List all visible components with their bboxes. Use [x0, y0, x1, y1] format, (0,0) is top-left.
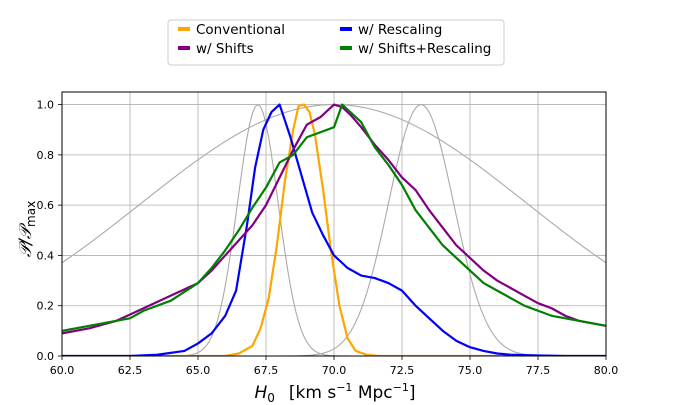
x-tick-label: 62.5 [118, 364, 143, 377]
x-axis-label: H0 [km s−1 Mpc−1] [254, 381, 415, 405]
x-tick-label: 75.0 [458, 364, 483, 377]
y-tick-label: 0.2 [37, 300, 55, 313]
x-tick-label: 60.0 [50, 364, 75, 377]
legend-swatch [340, 46, 352, 50]
legend-label: w/ Rescaling [358, 22, 442, 38]
x-tick-label: 77.5 [526, 364, 551, 377]
x-axis-label-units-mid: Mpc [352, 383, 392, 403]
x-tick-label: 65.0 [186, 364, 211, 377]
y-axis-ticks: 0.0 0.2 0.4 0.6 0.8 1.0 [37, 99, 62, 363]
x-axis-label-subscript: 0 [267, 391, 275, 405]
series-line-w-shifts-rescaling [62, 103, 606, 332]
y-tick-label: 0.0 [37, 350, 55, 363]
legend-label: w/ Shifts [196, 41, 254, 57]
x-axis-label-units-close: ] [409, 383, 416, 403]
x-tick-label: 70.0 [322, 364, 347, 377]
y-axis-label-main: 𝒫/𝒫 [16, 222, 36, 257]
legend-swatch [178, 46, 190, 50]
legend-item-w-rescaling: w/ Rescaling [340, 22, 442, 38]
x-axis-label-symbol: H [254, 383, 267, 403]
legend-item-w-shifts-rescaling: w/ Shifts+Rescaling [340, 41, 491, 57]
y-tick-label: 0.4 [37, 249, 55, 262]
x-tick-label: 80.0 [594, 364, 619, 377]
series-layer [62, 103, 606, 356]
series-line-conventional [62, 103, 606, 356]
plot-area: 60.0 62.5 65.0 67.5 70.0 72.5 75.0 77.5 80.0 0.0… [37, 91, 619, 377]
y-tick-label: 0.8 [37, 149, 55, 162]
x-axis-ticks: 60.0 62.5 65.0 67.5 70.0 72.5 75.0 77.5 80.0 [50, 356, 619, 377]
x-tick-label: 67.5 [254, 364, 279, 377]
series-line-w-rescaling [62, 103, 606, 356]
x-axis-label-units-open: [km s [289, 383, 336, 403]
legend-item-conventional: Conventional [178, 22, 285, 38]
x-axis-label-units-exp1: −1 [336, 381, 352, 394]
y-tick-label: 0.6 [37, 199, 55, 212]
series-line-w-shifts [62, 103, 606, 335]
y-axis-label: 𝒫/𝒫max [16, 201, 38, 257]
x-tick-label: 72.5 [390, 364, 415, 377]
y-tick-label: 1.0 [37, 99, 55, 112]
legend-item-w-shifts: w/ Shifts [178, 41, 254, 57]
legend-box [167, 19, 505, 66]
legend-label: w/ Shifts+Rescaling [358, 41, 491, 57]
x-axis-label-units-exp2: −1 [393, 381, 409, 394]
series-line-gaussian-ref-73-2 [62, 104, 606, 356]
legend-entries: Conventional w/ Shifts w/ Rescaling w/ Shif… [178, 22, 491, 57]
grid-lines [61, 92, 607, 357]
legend-label: Conventional [196, 22, 285, 38]
legend-swatch [340, 27, 352, 31]
y-axis-label-subscript: max [24, 201, 38, 227]
legend-swatch [178, 27, 190, 31]
legend: Conventional w/ Shifts w/ Rescaling w/ Shif… [167, 19, 505, 66]
